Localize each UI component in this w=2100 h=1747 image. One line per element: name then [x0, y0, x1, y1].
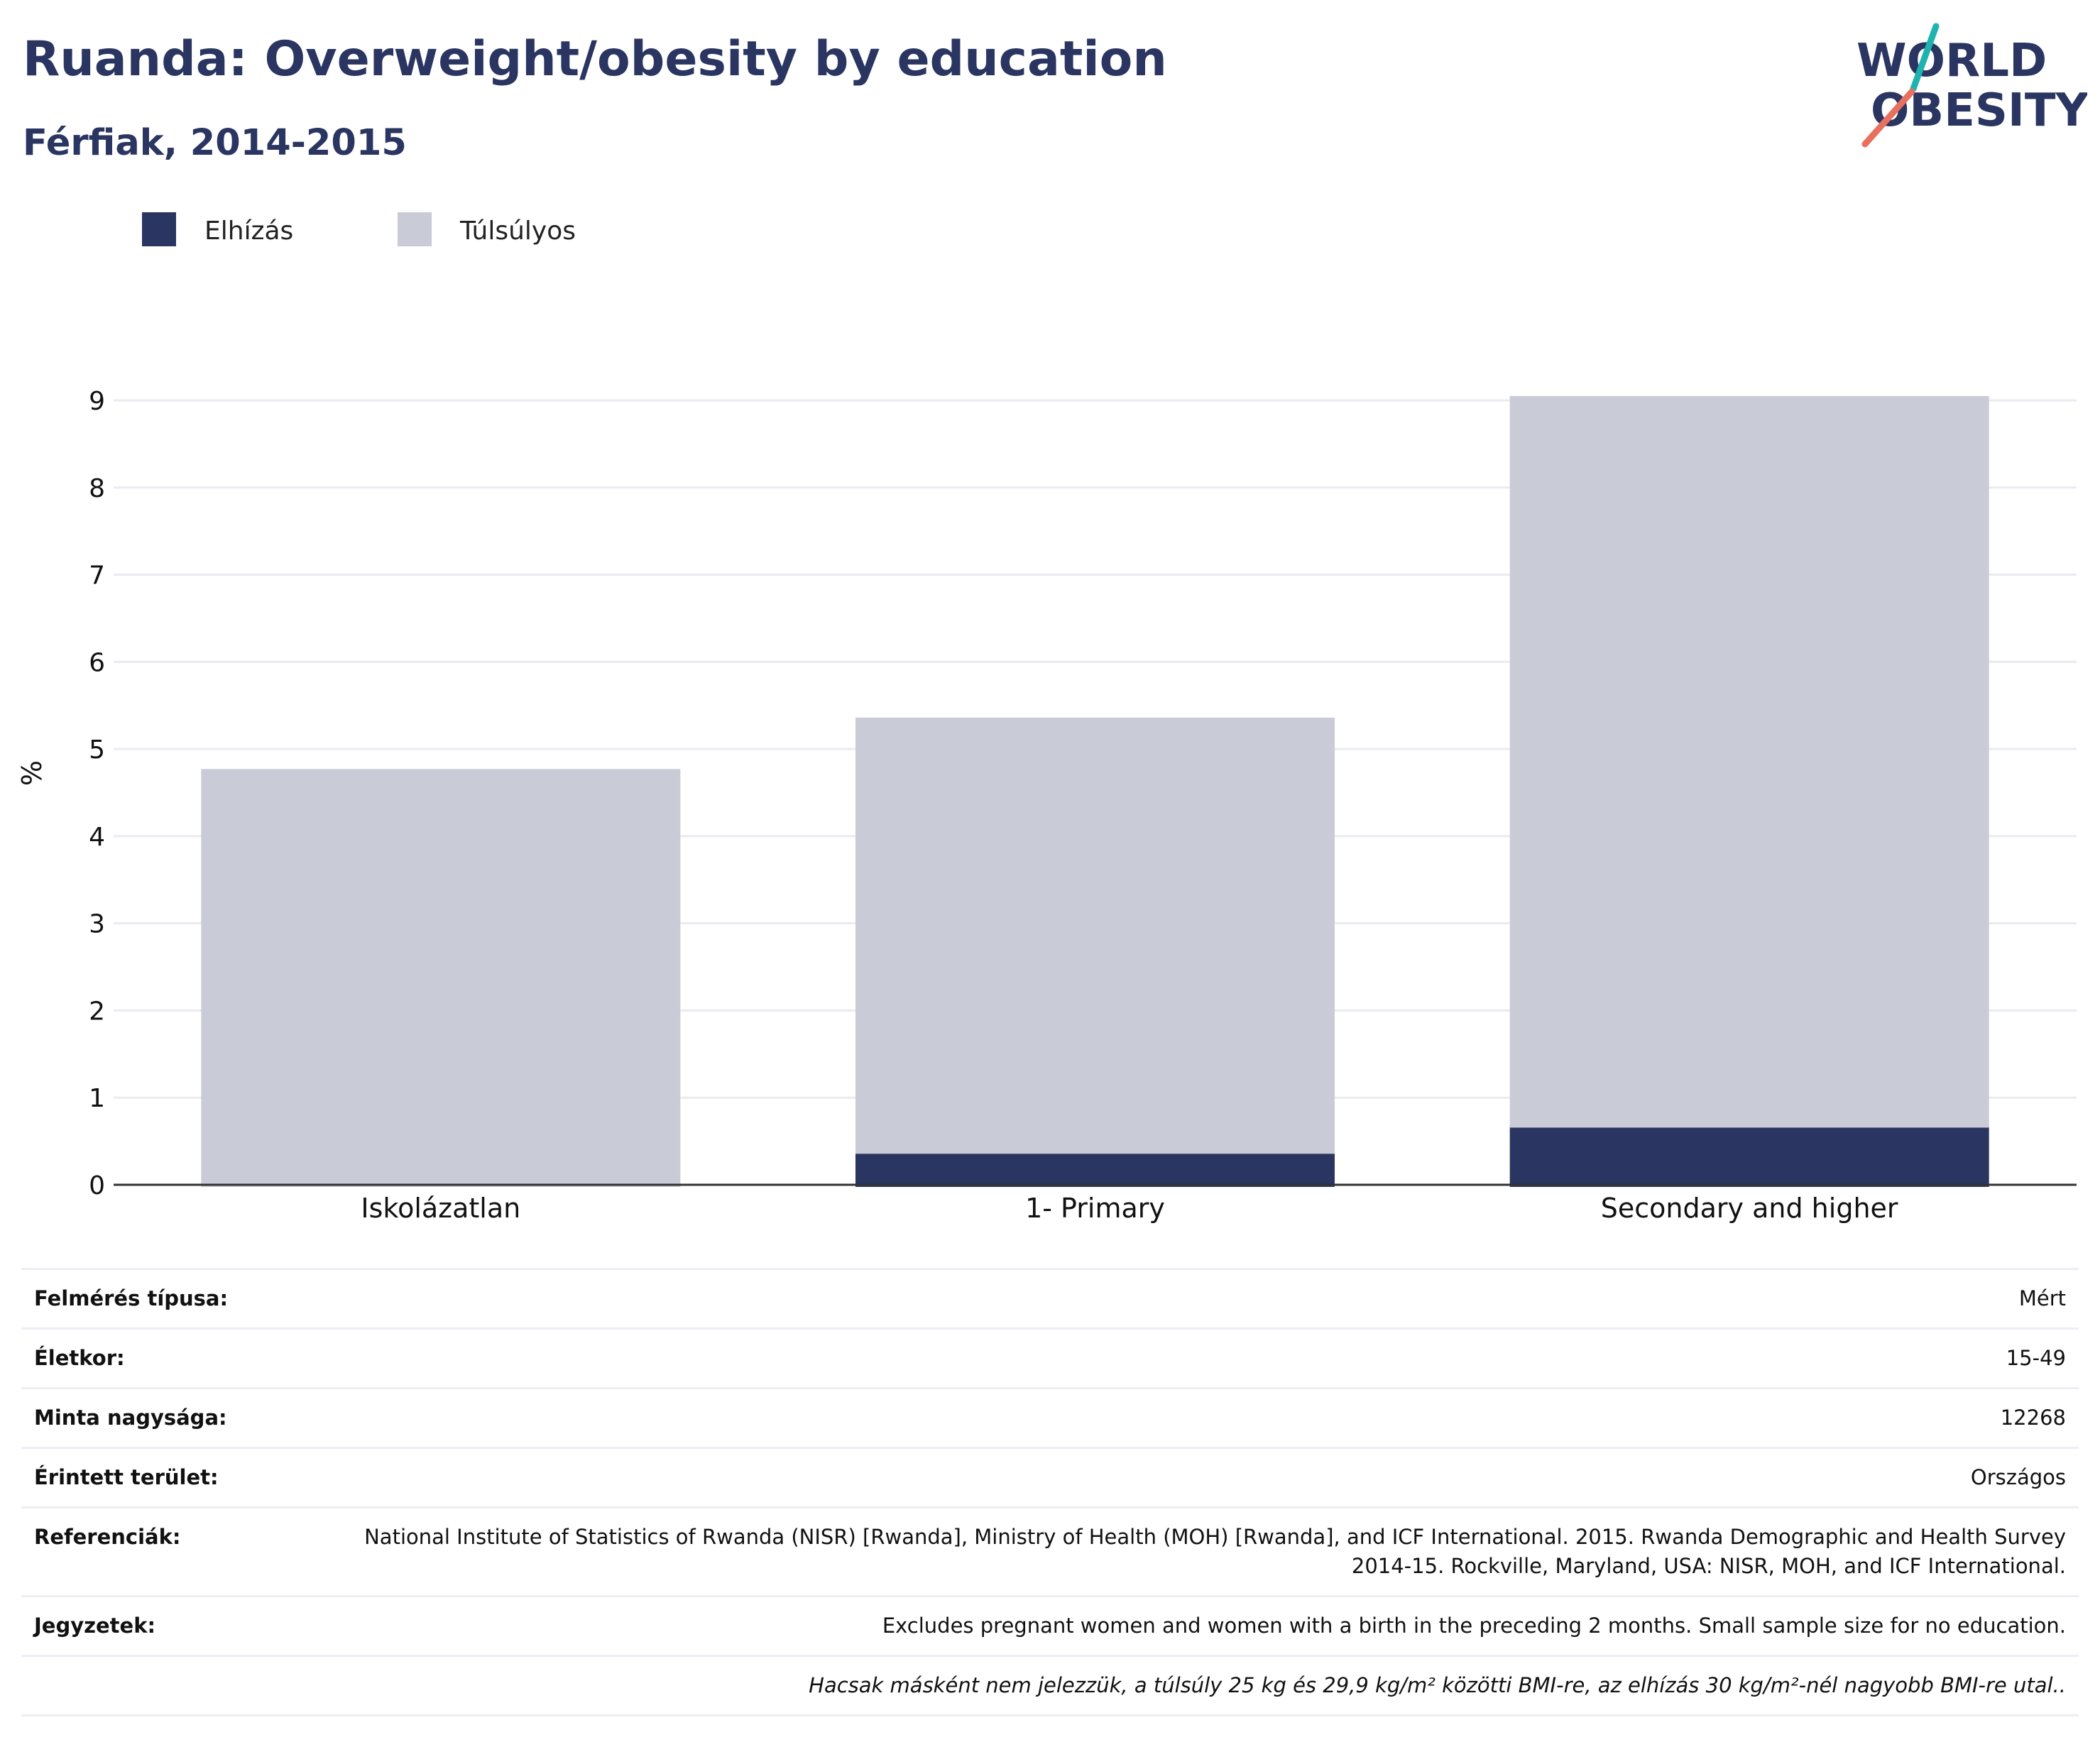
y-tick-label: 4	[89, 823, 105, 852]
footnote: Hacsak másként nem jelezzük, a túlsúly 2…	[21, 1655, 2079, 1716]
info-row: Jegyzetek: Excludes pregnant women and wo…	[21, 1595, 2079, 1656]
legend-swatch	[398, 212, 432, 246]
bar-segment	[855, 717, 1335, 1154]
logo-slash-teal	[1910, 23, 1940, 92]
info-row-label: Referenciák:	[21, 1506, 302, 1597]
info-row-label: Érintett terület:	[21, 1447, 302, 1508]
chart-legend: Elhízás Túlsúlyos	[142, 212, 576, 246]
info-row-label: Életkor:	[21, 1327, 302, 1389]
info-row: Életkor: 15-49	[21, 1327, 2079, 1389]
chart-bars	[201, 395, 1989, 1187]
legend-label: Elhízás	[204, 217, 293, 246]
y-tick-label: 7	[89, 562, 105, 591]
info-row: Referenciák: National Institute of Statis…	[21, 1506, 2079, 1597]
info-row: Érintett terület: Országos	[21, 1447, 2079, 1508]
info-row-label: Minta nagysága:	[21, 1387, 302, 1448]
chart-title: Ruanda: Overweight/obesity by education	[23, 31, 1167, 87]
info-row-value: Mért	[302, 1268, 2079, 1329]
bar-segment	[1509, 1125, 1989, 1187]
y-tick-label: 0	[89, 1171, 105, 1200]
logo-slash-coral	[1861, 88, 1915, 148]
info-row-label: Felmérés típusa:	[21, 1268, 302, 1329]
info-row-label: Jegyzetek:	[21, 1595, 302, 1656]
y-tick-label: 6	[89, 648, 105, 677]
info-row: Felmérés típusa: Mért	[21, 1268, 2079, 1329]
y-tick-label: 5	[89, 735, 105, 765]
bar-segment	[1509, 395, 1989, 1128]
y-tick-label: 1	[89, 1084, 105, 1113]
info-footnote-row: Hacsak másként nem jelezzük, a túlsúly 2…	[21, 1655, 2079, 1716]
y-axis-label: %	[16, 760, 48, 786]
bar-chart: Elhízás Túlsúlyos 0 1 2 3 4 5 6 7 8 9 Iskolázatlan…	[16, 212, 2077, 1224]
bar-segment	[855, 1151, 1335, 1187]
info-row-value: Országos	[302, 1447, 2079, 1508]
world-obesity-logo: WORLD OBESITY	[1856, 23, 2087, 148]
bar-segment	[201, 769, 681, 1187]
info-row-value: National Institute of Statistics of Rwan…	[302, 1506, 2079, 1597]
survey-info-table: Felmérés típusa: Mért Életkor: 15-49 Minta n…	[21, 1268, 2079, 1716]
y-tick-label: 2	[89, 997, 105, 1026]
info-row-value: Excludes pregnant women and women with a…	[302, 1595, 2079, 1656]
x-axis-ticks: Iskolázatlan 1- Primary Secondary and high…	[361, 1193, 1898, 1224]
chart-subtitle: Férfiak, 2014-2015	[23, 122, 407, 164]
x-tick-label: 1- Primary	[1025, 1193, 1165, 1224]
legend-swatch	[142, 212, 176, 246]
x-tick-label: Iskolázatlan	[361, 1193, 520, 1224]
x-tick-label: Secondary and higher	[1601, 1193, 1898, 1224]
y-axis-ticks: 0 1 2 3 4 5 6 7 8 9	[89, 387, 105, 1200]
y-tick-label: 8	[89, 474, 105, 503]
logo-text-world: WORLD	[1856, 35, 2047, 87]
info-row-value: 15-49	[302, 1327, 2079, 1389]
logo-text-obesity: OBESITY	[1871, 84, 2087, 137]
y-tick-label: 9	[89, 387, 105, 416]
info-row-value: 12268	[302, 1387, 2079, 1448]
info-row: Minta nagysága: 12268	[21, 1387, 2079, 1448]
y-tick-label: 3	[89, 910, 105, 939]
legend-label: Túlsúlyos	[459, 217, 576, 246]
